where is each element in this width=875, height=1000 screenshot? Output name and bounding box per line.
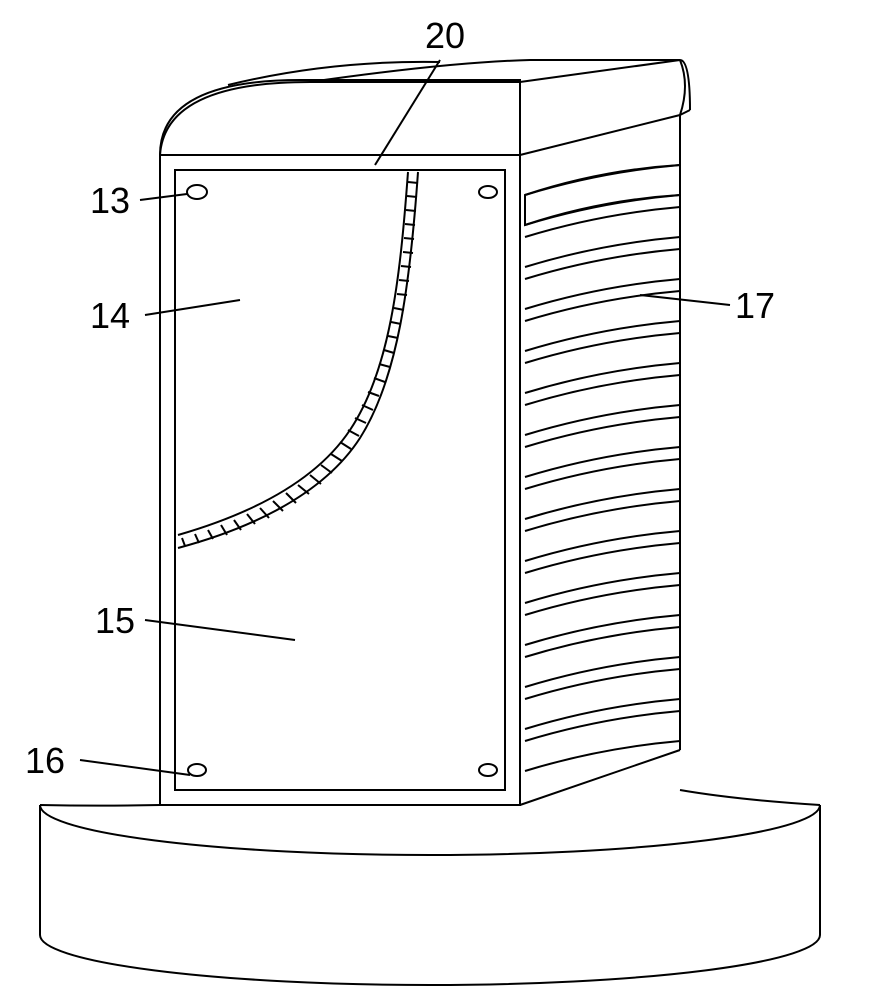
base-pedestal bbox=[40, 790, 820, 985]
label-15: 15 bbox=[95, 600, 135, 642]
front-panel-outer bbox=[160, 155, 520, 805]
label-17: 17 bbox=[735, 285, 775, 327]
decorative-curve bbox=[178, 172, 418, 548]
leader-lines bbox=[80, 60, 730, 775]
side-louvers bbox=[525, 165, 680, 771]
technical-diagram bbox=[0, 0, 875, 1000]
front-panel-inner bbox=[175, 170, 505, 790]
label-16: 16 bbox=[25, 740, 65, 782]
screw-hole-br bbox=[479, 764, 497, 776]
screw-hole-bl bbox=[188, 764, 206, 776]
top-back-edge bbox=[310, 60, 690, 110]
screw-hole-tl bbox=[187, 185, 207, 199]
top-front-edge bbox=[160, 82, 520, 155]
main-box bbox=[160, 60, 690, 805]
top-surface bbox=[160, 80, 520, 155]
right-edge-bottom bbox=[520, 750, 680, 805]
label-14: 14 bbox=[90, 295, 130, 337]
label-13: 13 bbox=[90, 180, 130, 222]
label-20: 20 bbox=[425, 15, 465, 57]
right-edge-top bbox=[520, 115, 680, 155]
screw-hole-tr bbox=[479, 186, 497, 198]
